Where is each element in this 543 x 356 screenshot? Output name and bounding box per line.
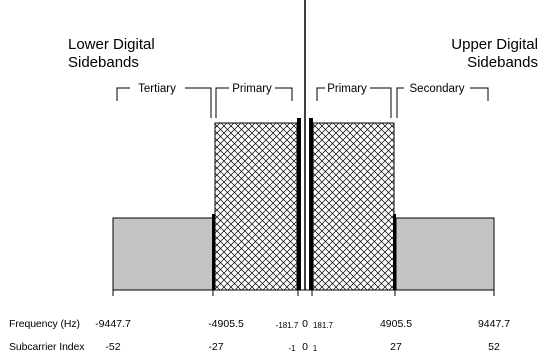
- subcarrier-tick-label: 1: [312, 344, 318, 353]
- bracket-label-primary-lower: Primary: [232, 83, 272, 95]
- bracket-label-primary-upper: Primary: [327, 83, 367, 95]
- frequency-tick-label: -181.7: [275, 321, 299, 330]
- frequency-row-label: Frequency (Hz): [9, 318, 80, 330]
- upper-title-line1: Upper Digital: [451, 36, 538, 53]
- subcarrier-tick-label: 0: [302, 341, 308, 353]
- lower-title-line2: Sidebands: [68, 54, 139, 71]
- lower-tertiary-block: [112, 217, 214, 291]
- subcarrier-tick-label: 52: [488, 341, 500, 353]
- upper-primary-block: [312, 122, 395, 291]
- lower-primary-block: [214, 122, 298, 291]
- bracket-tertiary: [116, 87, 212, 118]
- frequency-tick-label: -9447.7: [95, 318, 131, 330]
- bracket-label-tertiary: Tertiary: [138, 83, 176, 95]
- lower-sidebands-title: Lower Digital Sidebands: [68, 36, 188, 72]
- frequency-tick-label: 181.7: [312, 321, 334, 330]
- bracket-secondary: [396, 87, 489, 118]
- upper-secondary-block: [395, 217, 495, 291]
- subcarrier-tick-label: -1: [288, 344, 296, 353]
- frequency-tick-label: -4905.5: [208, 318, 244, 330]
- reference-bar-lower-outer: [212, 214, 215, 290]
- bracket-label-secondary: Secondary: [409, 83, 465, 95]
- frequency-tick-label: 4905.5: [379, 318, 413, 330]
- reference-bar-upper-inner: [309, 118, 313, 290]
- subcarrier-row-label: Subcarrier Index: [9, 341, 85, 353]
- subcarrier-tick-label: 27: [390, 341, 402, 353]
- bracket-primary-upper: [316, 87, 392, 118]
- bracket-primary-lower: [215, 87, 293, 118]
- reference-bar-upper-outer: [393, 214, 396, 290]
- subcarrier-tick-label: -27: [208, 341, 224, 353]
- upper-title-line2: Sidebands: [467, 54, 538, 71]
- frequency-tick-label: 0: [302, 318, 308, 330]
- reference-bar-lower-inner: [297, 118, 301, 290]
- subcarrier-tick-label: -52: [105, 341, 121, 353]
- lower-title-line1: Lower Digital: [68, 36, 155, 53]
- upper-sidebands-title: Upper Digital Sidebands: [420, 36, 538, 72]
- frequency-tick-label: 9447.7: [477, 318, 511, 330]
